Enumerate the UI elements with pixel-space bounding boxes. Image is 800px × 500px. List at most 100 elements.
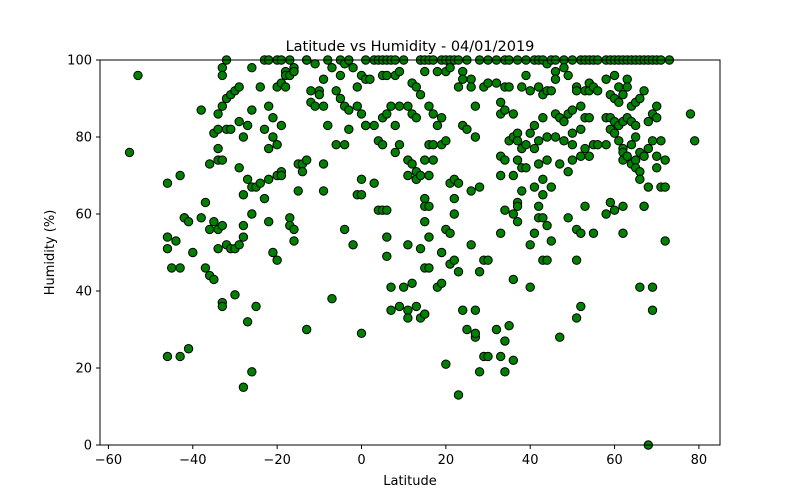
data-point [525, 282, 535, 292]
data-point [643, 182, 653, 192]
data-point [538, 190, 548, 200]
data-point [344, 105, 354, 115]
data-point [592, 86, 603, 96]
data-point [424, 170, 434, 181]
data-point [331, 140, 341, 150]
data-point [213, 143, 223, 154]
data-point [601, 209, 611, 219]
data-point [618, 89, 628, 100]
data-point [424, 263, 434, 273]
data-point [449, 255, 459, 265]
data-point [217, 301, 228, 312]
data-point [685, 109, 696, 119]
data-point [609, 70, 620, 81]
data-point [428, 109, 438, 119]
y-tick-label: 80 [75, 131, 92, 146]
data-point [280, 82, 291, 92]
data-point [618, 201, 628, 212]
data-point [441, 136, 451, 146]
data-point [276, 170, 287, 181]
data-point [432, 66, 443, 77]
data-point [268, 247, 278, 258]
data-point [533, 201, 544, 212]
data-point [428, 155, 438, 165]
data-point [259, 193, 270, 204]
data-point [576, 228, 586, 238]
data-point [415, 243, 426, 254]
data-point [652, 113, 662, 123]
data-point [272, 140, 282, 150]
data-point [466, 240, 476, 250]
data-point [500, 205, 510, 215]
data-point [183, 217, 194, 227]
data-point [495, 170, 506, 181]
x-axis-label: Latitude [383, 474, 437, 489]
data-point [238, 232, 249, 242]
data-point [301, 155, 312, 165]
data-point [394, 101, 405, 111]
data-point [204, 159, 215, 169]
plot-frame [99, 59, 721, 446]
data-point [462, 324, 472, 335]
data-point [204, 224, 215, 235]
data-point [403, 313, 413, 323]
data-point [563, 70, 573, 81]
data-point [255, 178, 265, 188]
chart-title: Latitude vs Humidity - 04/01/2019 [286, 39, 535, 55]
data-point [318, 159, 329, 169]
data-point [647, 136, 658, 146]
data-point [162, 178, 173, 188]
data-point [525, 86, 535, 96]
data-point [382, 109, 392, 119]
data-point [369, 120, 379, 131]
data-point [436, 247, 447, 258]
data-point [424, 101, 434, 111]
data-point [420, 193, 430, 204]
data-point [289, 236, 299, 246]
data-point [571, 313, 582, 323]
data-point [466, 74, 476, 84]
data-point [394, 301, 405, 312]
data-point [508, 274, 519, 285]
data-point [474, 182, 485, 192]
data-point [635, 93, 645, 104]
data-point [635, 174, 645, 185]
data-point [635, 282, 645, 292]
data-point [495, 228, 506, 238]
data-point [470, 132, 481, 142]
data-point [614, 82, 624, 92]
data-point [234, 82, 244, 92]
data-point [264, 217, 274, 227]
data-point [407, 278, 417, 288]
y-tick-label: 0 [84, 439, 92, 454]
data-point [339, 140, 350, 150]
data-point [542, 220, 552, 231]
data-point [293, 186, 303, 196]
data-point [521, 140, 531, 150]
data-point [622, 151, 632, 161]
data-point [584, 113, 594, 123]
y-tick-label: 20 [75, 362, 92, 377]
data-point [495, 97, 506, 108]
data-point [259, 124, 270, 135]
data-point [420, 217, 430, 227]
data-point [630, 120, 641, 131]
x-tick-label: −40 [179, 453, 206, 468]
data-point [533, 159, 544, 169]
data-point [529, 182, 540, 192]
data-point [124, 147, 135, 158]
data-point [382, 205, 392, 215]
x-tick-label: 20 [438, 453, 455, 468]
data-point [339, 224, 350, 235]
data-point [209, 217, 219, 227]
data-point [230, 290, 240, 300]
data-point [314, 89, 325, 100]
data-point [614, 97, 624, 108]
data-point [609, 128, 620, 138]
data-point [394, 66, 405, 77]
data-point [213, 109, 223, 119]
data-point [546, 236, 556, 246]
data-point [441, 359, 451, 369]
data-point [323, 120, 333, 131]
data-point [403, 170, 413, 181]
